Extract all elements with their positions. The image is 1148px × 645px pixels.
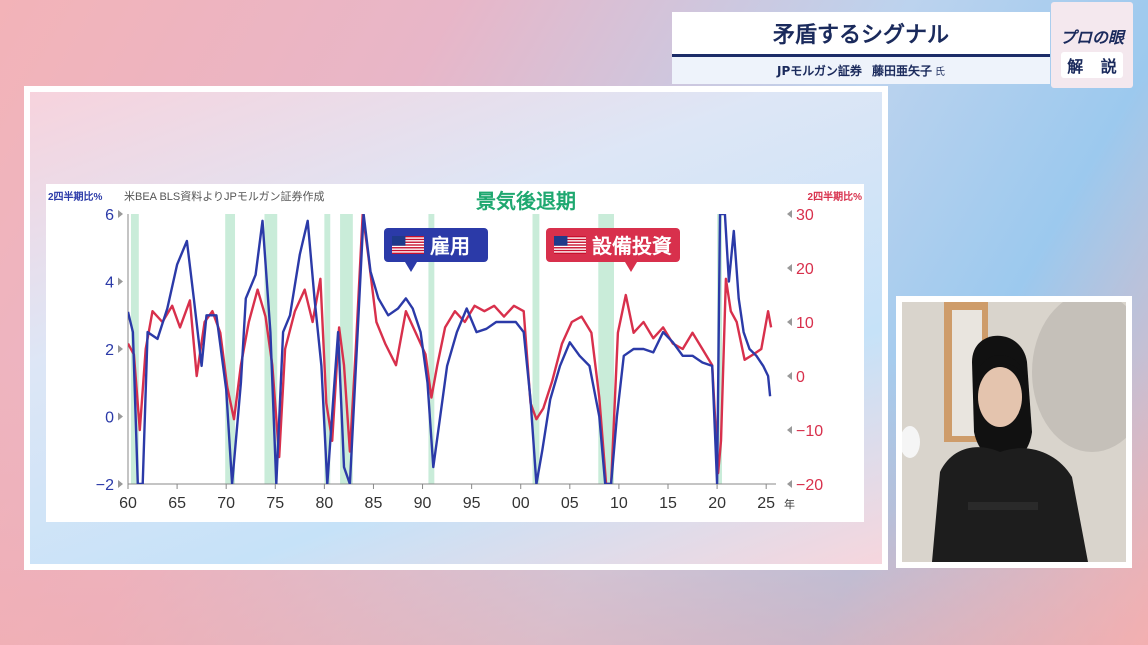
recession-band [532, 214, 540, 484]
flag-stripe [554, 252, 586, 254]
chart-title: 景気後退期 [476, 189, 576, 213]
segment-title: 矛盾するシグナル [672, 12, 1050, 57]
left-tick-marker [118, 345, 123, 353]
series-callout-employment: 雇用 [384, 228, 488, 272]
presenter-figure [902, 302, 1126, 562]
right-tick-marker [787, 480, 792, 488]
commentary-label: 解 説 [1061, 52, 1123, 78]
flag-stripe [392, 236, 424, 238]
x-tick-label: 90 [414, 495, 432, 512]
speaker-name: 藤田亜矢子 [871, 64, 932, 78]
us-flag-icon [392, 236, 424, 254]
source-note: 米BEA BLS資料よりJPモルガン証券作成 [124, 189, 325, 203]
right-tick-marker [787, 210, 792, 218]
x-tick-label: 10 [610, 495, 628, 512]
flag-stripe [392, 252, 424, 254]
x-tick-label: 60 [119, 495, 137, 512]
x-tick-label: 05 [561, 495, 579, 512]
program-logo: プロの眼 [1059, 28, 1124, 47]
x-tick-label: 75 [266, 495, 284, 512]
annotations: 雇用 設備投資 [384, 228, 680, 272]
right-tick-marker [787, 318, 792, 326]
left-tick-label: 0 [105, 410, 114, 427]
flag-canton [554, 236, 568, 246]
recession-band [324, 214, 331, 484]
flag-stripe [554, 244, 586, 246]
flag-stripe [554, 249, 586, 252]
flag-stripe [554, 241, 586, 243]
callout-label: 設備投資 [592, 234, 672, 258]
right-tick-marker [787, 426, 792, 434]
right-tick-label: 0 [796, 369, 805, 386]
callout-label: 雇用 [430, 234, 470, 258]
left-tick-marker [118, 277, 123, 286]
x-tick-label: 95 [463, 495, 481, 512]
chart-panel: −2 0 2 4 6 −20 −10 0 10 20 30 60 65 70 75 80 85 90 95 00 05 1… [24, 86, 888, 570]
flag-stripe [392, 238, 424, 241]
left-axis-label: 2四半期比% [48, 190, 103, 203]
series-line-employment [128, 214, 772, 484]
x-tick-label: 20 [708, 495, 726, 512]
right-tick-label: 30 [796, 207, 814, 224]
recession-band [225, 214, 236, 484]
right-axis-label: 2四半期比% [808, 190, 863, 203]
speaker-line: JPモルガン証券 藤田亜矢子 氏 [672, 57, 1050, 84]
right-tick-marker [787, 264, 792, 272]
flag-stripe [554, 236, 586, 238]
recession-band [130, 214, 139, 484]
flag-stripe [392, 249, 424, 252]
x-tick-label: 00 [512, 495, 530, 512]
program-badge: プロの眼 解 説 [1051, 2, 1133, 88]
chart-panel-background: −2 0 2 4 6 −20 −10 0 10 20 30 60 65 70 75 80 85 90 95 00 05 1… [30, 92, 882, 564]
left-tick-label: 6 [105, 207, 114, 224]
flag-stripe [392, 244, 424, 246]
right-tick-label: 20 [796, 261, 814, 278]
us-flag-icon [554, 236, 586, 254]
chart-card: −2 0 2 4 6 −20 −10 0 10 20 30 60 65 70 75 80 85 90 95 00 05 1… [46, 184, 864, 522]
left-tick-label: −2 [96, 477, 114, 494]
right-tick-label: −10 [796, 423, 823, 440]
presenter-video-frame [902, 302, 1126, 562]
right-tick-marker [787, 372, 792, 380]
x-tick-label: 15 [659, 495, 677, 512]
flag-stripe [392, 247, 424, 249]
x-axis-unit: 年 [784, 497, 795, 511]
speaker-org: JPモルガン証券 [777, 64, 862, 78]
left-tick-marker [118, 412, 123, 421]
right-tick-label: −20 [796, 477, 823, 494]
left-tick-marker [118, 480, 123, 488]
flag-stripe [392, 241, 424, 243]
recession-band [598, 214, 614, 484]
left-tick-label: 2 [105, 342, 114, 359]
x-tick-label: 80 [315, 495, 333, 512]
recession-band [428, 214, 435, 484]
recession-band [340, 214, 353, 484]
left-tick-marker [118, 210, 123, 218]
speaker-honorific: 氏 [934, 67, 945, 78]
flag-stripe [554, 238, 586, 241]
presenter-video [896, 296, 1132, 568]
series-callout-capex: 設備投資 [546, 228, 680, 272]
flag-stripe [554, 247, 586, 249]
x-tick-label: 65 [168, 495, 186, 512]
flag-canton [392, 236, 406, 246]
callout-pointer [405, 262, 417, 272]
callout-pointer [625, 262, 637, 272]
x-tick-label: 85 [365, 495, 383, 512]
series-lines [128, 214, 773, 484]
lower-third-caption: 矛盾するシグナル JPモルガン証券 藤田亜矢子 氏 [672, 12, 1050, 84]
x-tick-label: 25 [757, 495, 775, 512]
left-tick-label: 4 [105, 275, 114, 292]
right-tick-label: 10 [796, 315, 814, 332]
x-tick-label: 70 [217, 495, 235, 512]
